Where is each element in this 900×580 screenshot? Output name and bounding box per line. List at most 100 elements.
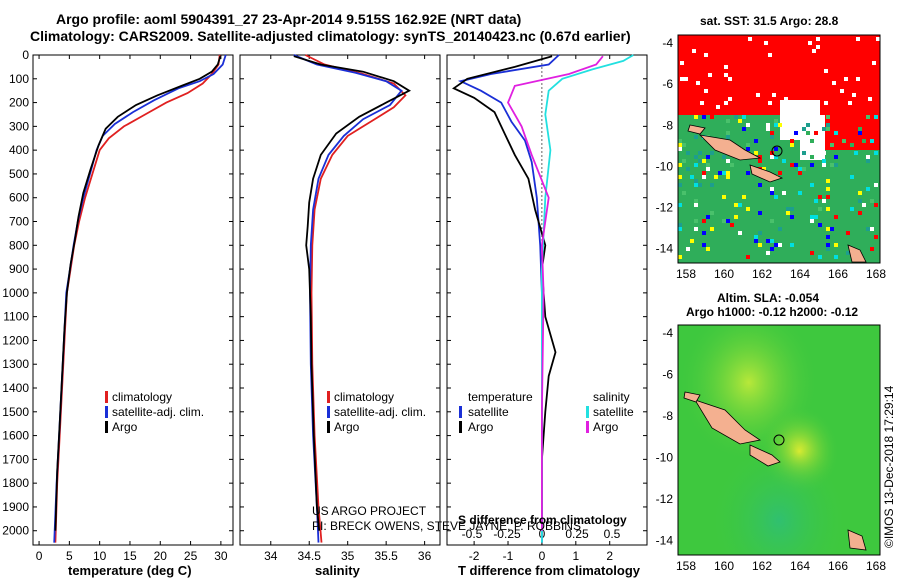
series-line-argo [54,55,222,531]
sst-pixel [810,163,814,167]
sst-pixel [702,175,706,179]
island-shape [847,244,867,263]
sst-pixel [818,195,822,199]
salinity-panel: 34 34.5 35 35.5 36 [239,54,441,563]
sst-pixel [874,151,878,155]
map-lon-tick-label: 160 [714,267,734,281]
sst-pixel [678,255,682,259]
sst-pixel [862,139,866,143]
sst-pixel [874,115,878,119]
top-x-tick-label: 0.5 [604,527,621,541]
top-x-tick-label: -0.5 [462,527,483,541]
sst-pixel [810,219,814,223]
sst-pixel [770,187,774,191]
sst-pixel [826,123,830,127]
legend-label-climatology: climatology [334,390,394,404]
sla-map-frame [677,324,881,556]
sst-pixel [694,227,698,231]
sst-pixel [806,187,810,191]
depth-tick-label: 200 [9,96,29,110]
x-tick-label: 5 [66,549,73,563]
sst-cloud-pixel [680,61,684,65]
sst-pixel [702,131,706,135]
sst-pixel [722,211,726,215]
depth-tick-label: 1500 [2,405,29,419]
legend-label-argo: Argo [112,420,138,434]
sst-pixel [698,159,702,163]
sst-pixel [754,139,758,143]
sst-pixel [790,183,794,187]
depth-tick-label: 1600 [2,429,29,443]
sst-pixel [870,227,874,231]
credit-line-2: PI: BRECK OWENS, STEVE JAYNE, P. ROBBINS [312,519,581,533]
sst-pixel [842,139,846,143]
imos-credit: ©IMOS 13-Dec-2018 17:29:14 [882,385,896,548]
sst-pixel [678,227,682,231]
depth-tick-label: 1900 [2,500,29,514]
sst-pixel [726,203,730,207]
sst-pixel [850,143,854,147]
sst-cloud-pixel [772,93,776,97]
sst-pixel [818,207,822,211]
sst-cloud-pixel [876,37,880,41]
sst-pixel [858,191,862,195]
sst-pixel [870,199,874,203]
sst-pixel [826,127,830,131]
sst-pixel [710,115,714,119]
sst-pixel [698,151,702,155]
sst-pixel [810,155,814,159]
sst-pixel [818,255,822,259]
x-tick-label: 15 [123,549,137,563]
sst-pixel [866,227,870,231]
sst-cloud-pixel [784,97,788,101]
sst-pixel [710,183,714,187]
legend-title-salinity: salinity [593,390,630,404]
sst-pixel [686,151,690,155]
sst-cloud-pixel [768,101,772,105]
sst-pixel [826,235,830,239]
sst-pixel [854,151,858,155]
sst-pixel [866,199,870,203]
argo-float-marker [771,145,783,157]
map-lon-tick-label: 166 [828,267,848,281]
sst-pixel [866,159,870,163]
sst-cloud-pixel [824,101,828,105]
sst-pixel [810,123,814,127]
sst-pixel [806,131,810,135]
sst-pixel [790,243,794,247]
sst-cloud-pixel [808,101,812,105]
sst-pixel [822,163,826,167]
sst-pixel [694,123,698,127]
series-line-s-argo [507,55,604,531]
temperature-panel: 0 5 10 15 20 25 30 [32,54,234,563]
sst-pixel [826,207,830,211]
sst-pixel [814,131,818,135]
sst-pixel [870,123,874,127]
map-lon-tick-label: 158 [676,267,696,281]
map-lon-tick-label: 168 [866,267,886,281]
legend-label-climatology: climatology [112,390,172,404]
legend-label-satellite: satellite-adj. clim. [112,405,204,419]
title-line-2: Climatology: CARS2009. Satellite-adjuste… [30,28,631,44]
depth-tick-label: 800 [9,238,29,252]
sst-cloud-pixel [716,105,720,109]
sst-cloud-pixel [856,77,860,81]
sst-pixel [706,163,710,167]
sst-cloud-pixel [700,101,704,105]
sst-pixel [862,203,866,207]
sst-pixel [770,239,774,243]
legend-swatch-t-satellite [459,406,462,418]
map-lat-tick-label: -8 [662,409,673,423]
sst-cloud-pixel [808,41,812,45]
sst-pixel [726,219,730,223]
depth-tick-label: 1000 [2,286,29,300]
sst-cloud-pixel [756,93,760,97]
series-line-satellite-adj-clim- [53,54,227,543]
sst-pixel [726,171,730,175]
sst-pixel [722,171,726,175]
island-shape [687,124,706,135]
sst-pixel [758,231,762,235]
map-lon-tick-label: 158 [676,559,696,573]
salinity-legend: climatology satellite-adj. clim. Argo [327,390,426,434]
depth-tick-label: 1100 [3,310,29,324]
